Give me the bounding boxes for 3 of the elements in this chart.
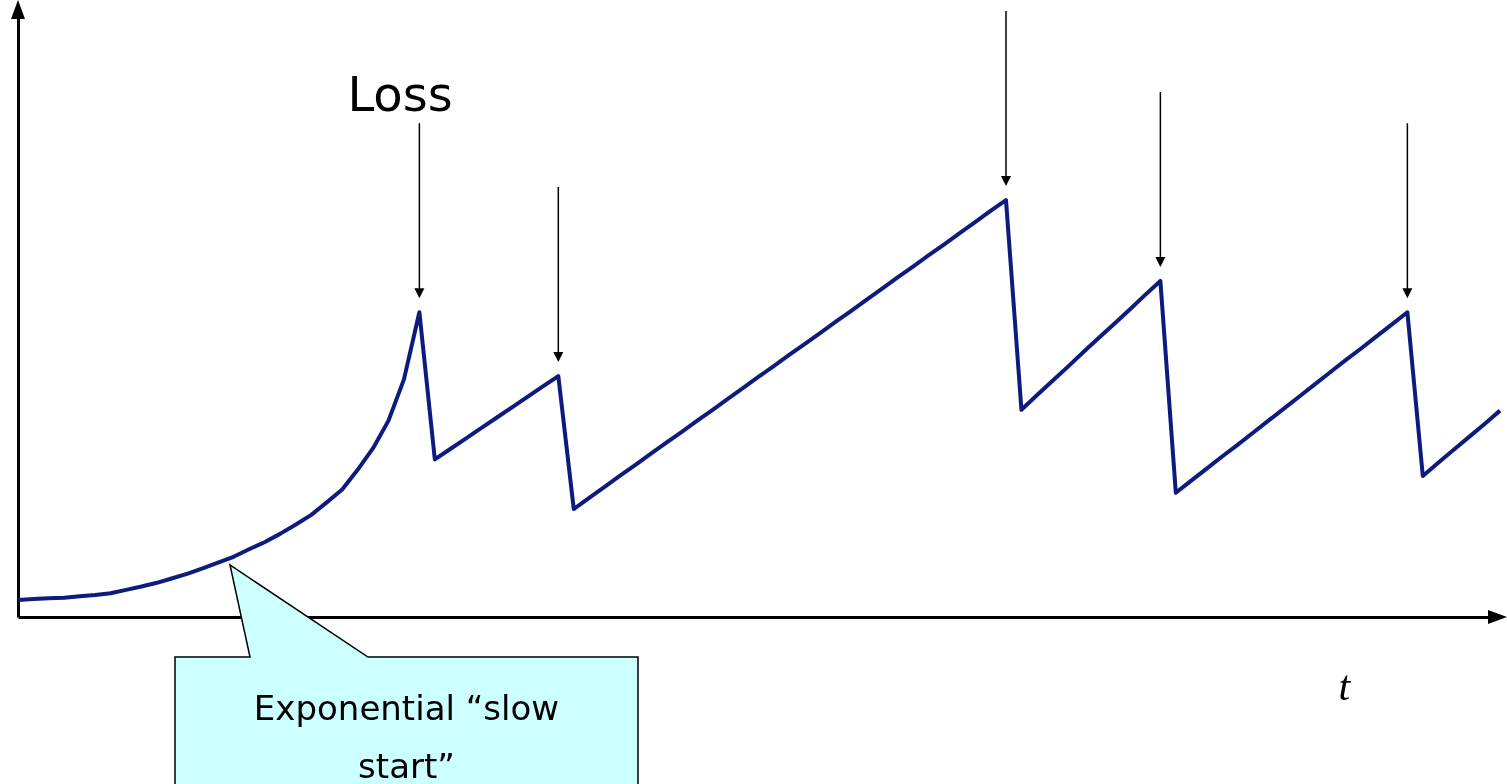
- text: Loss: [347, 66, 453, 122]
- text: Exponential “slow start”: [252, 687, 561, 784]
- x-axis-title: t: [1338, 662, 1352, 709]
